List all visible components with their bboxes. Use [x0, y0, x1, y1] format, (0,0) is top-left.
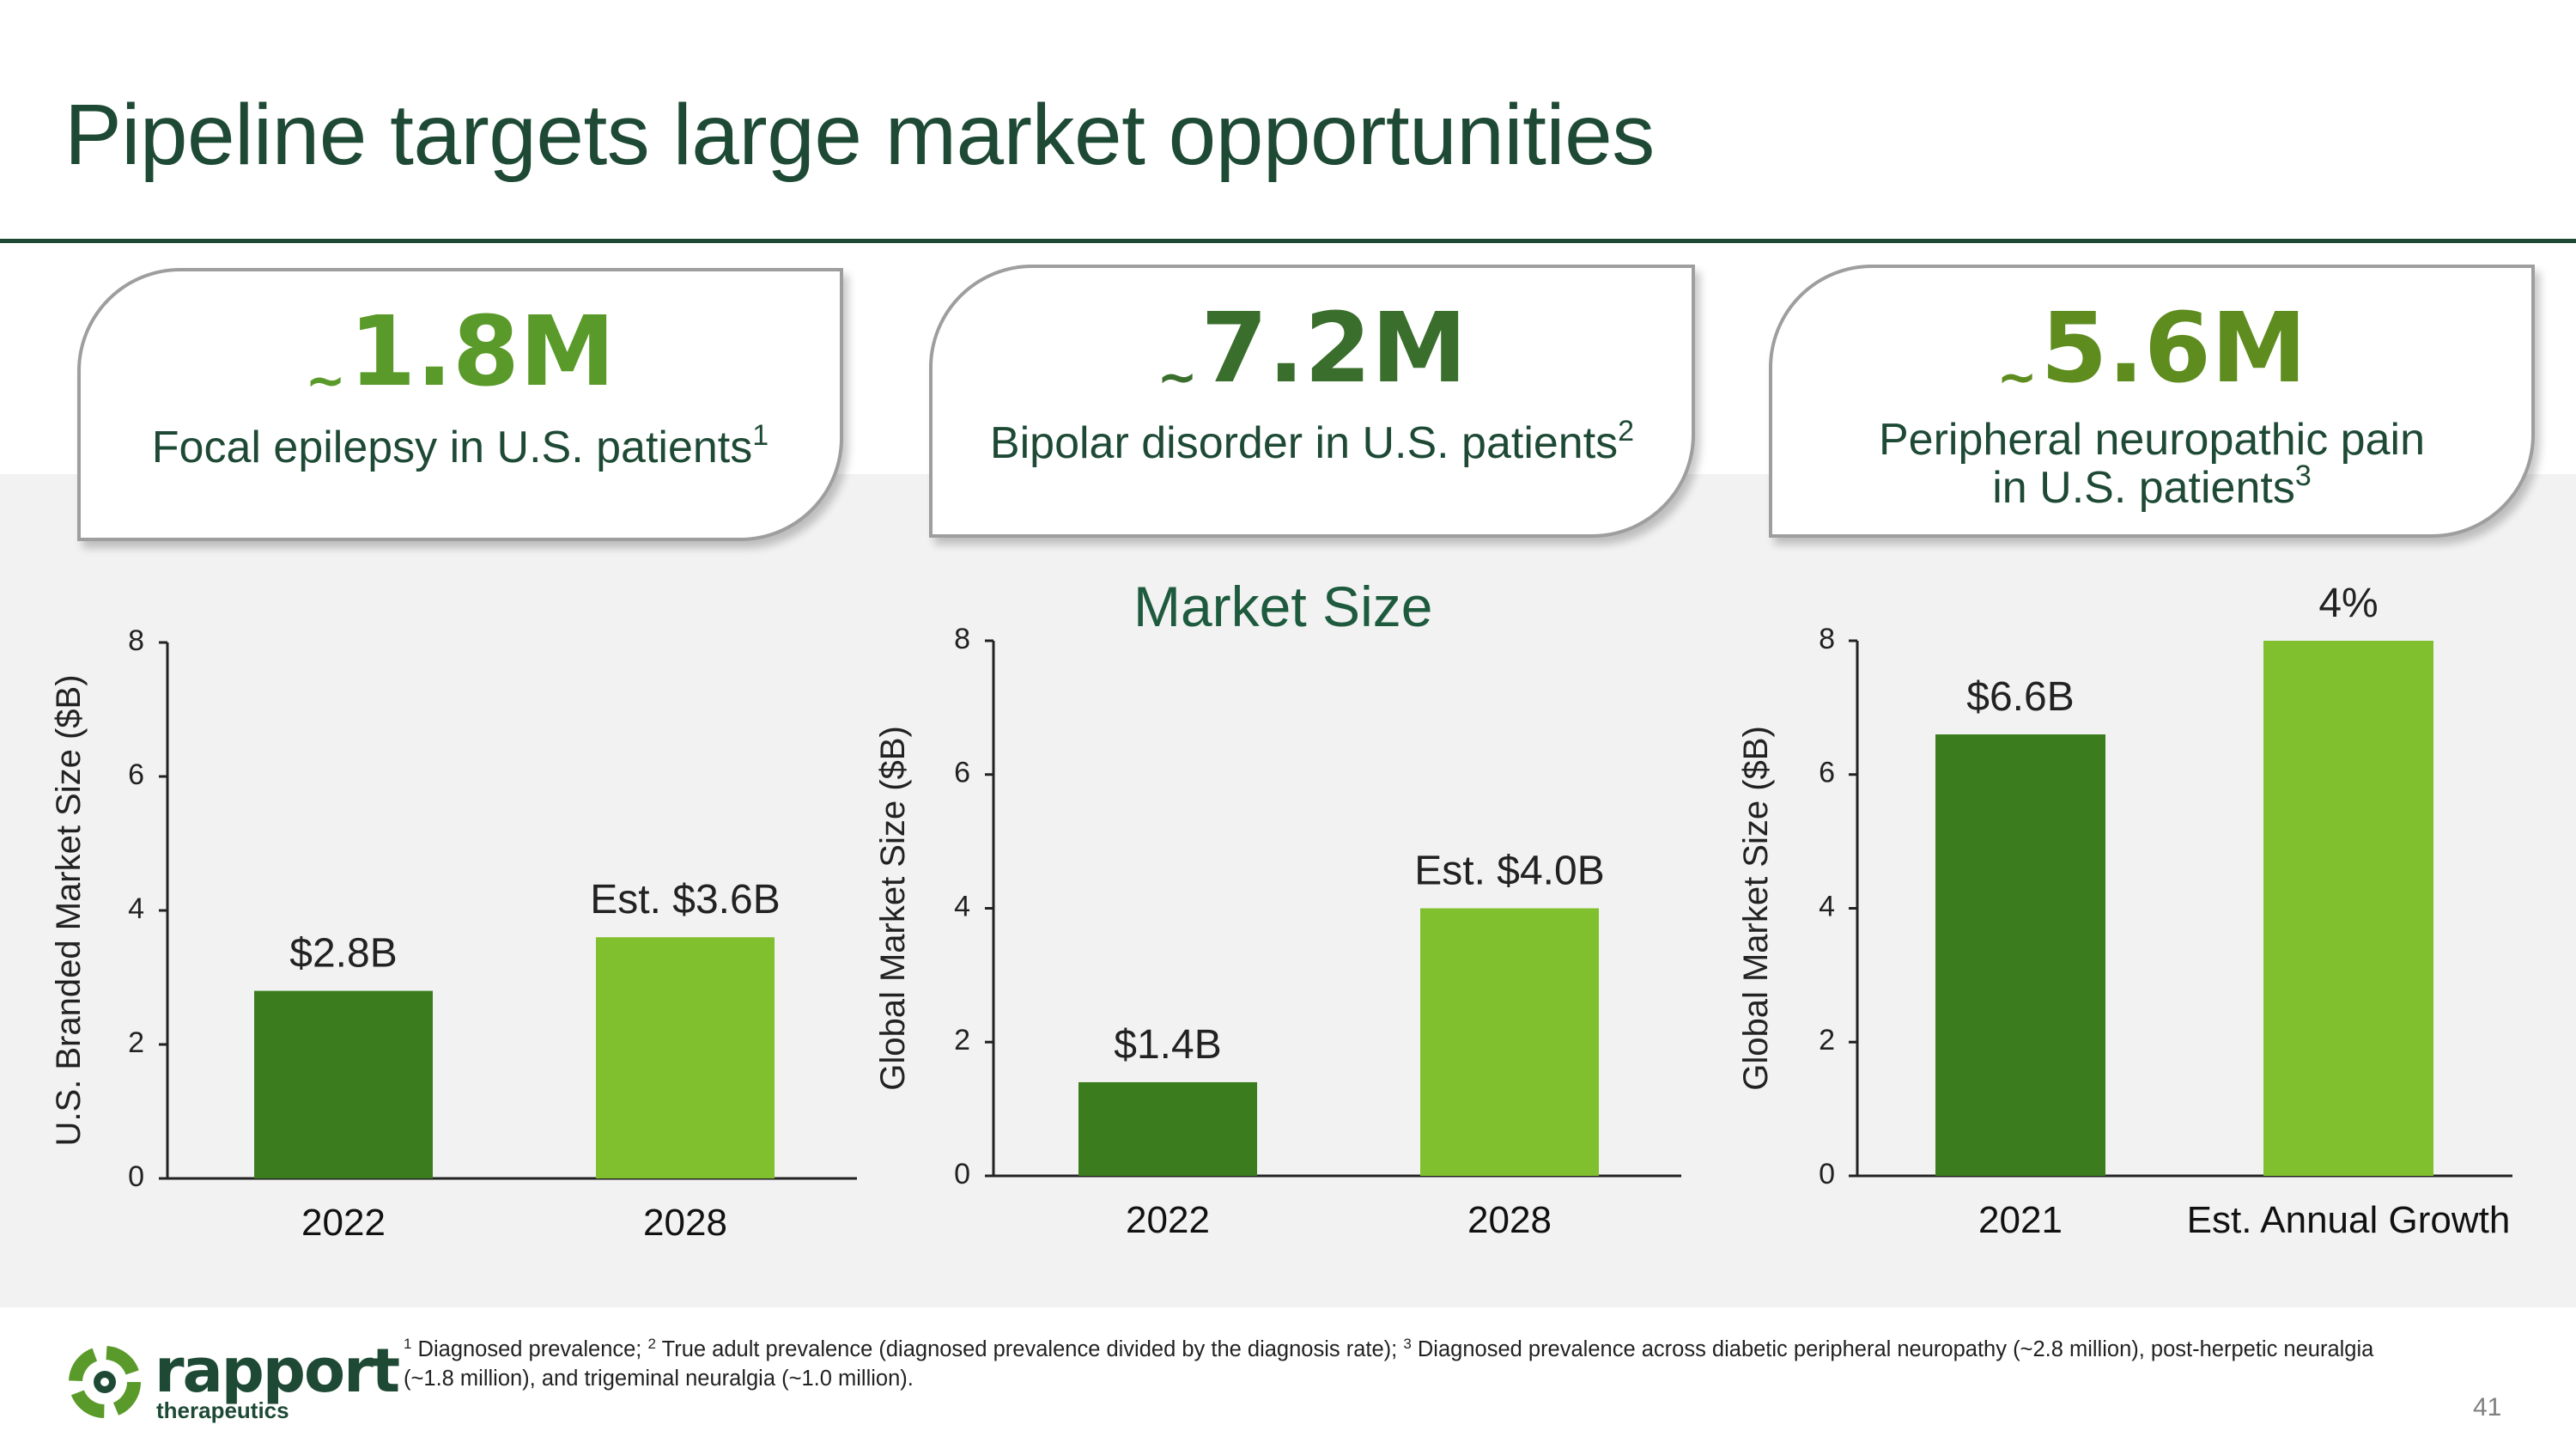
stat-card-neuropathic-pain: ~5.6M Peripheral neuropathic pain in U.S… — [1769, 265, 2535, 538]
x-category-label: 2022 — [301, 1202, 386, 1244]
data-label: Est. $3.6B — [590, 877, 780, 922]
approx-symbol: ~ — [1157, 350, 1198, 405]
approx-symbol: ~ — [305, 353, 346, 409]
stat-number: 1.8M — [349, 296, 616, 408]
stat-card-focal-epilepsy: ~1.8M Focal epilepsy in U.S. patients1 — [77, 268, 843, 541]
footnote-line1: 1 Diagnosed prevalence; 2 True adult pre… — [404, 1335, 2499, 1364]
stat-description: Focal epilepsy in U.S. patients1 — [81, 421, 840, 472]
footnote-marker: 3 — [1403, 1336, 1412, 1352]
y-axis-label: Global Market Size ($B) — [874, 726, 912, 1091]
stat-card-bipolar: ~7.2M Bipolar disorder in U.S. patients2 — [929, 265, 1695, 538]
company-logo: rapport therapeutics — [62, 1336, 400, 1430]
stat-description-line1: Peripheral neuropathic pain — [1879, 415, 2425, 465]
approx-symbol: ~ — [1996, 350, 2038, 405]
stat-value: ~1.8M — [81, 304, 840, 405]
stat-description-text: Focal epilepsy in U.S. patients — [151, 423, 753, 472]
footnote-ref: 2 — [1618, 415, 1635, 447]
page-number: 41 — [2473, 1393, 2502, 1422]
footnote-marker: 2 — [647, 1336, 656, 1352]
market-size-title: Market Size — [1133, 575, 1433, 638]
stat-number: 7.2M — [1200, 293, 1467, 405]
stat-description: Bipolar disorder in U.S. patients2 — [933, 417, 1692, 468]
bar-2022 — [254, 990, 433, 1178]
stat-value: ~5.6M — [1772, 301, 2531, 402]
y-axis-label: U.S. Branded Market Size ($B) — [50, 674, 88, 1146]
x-category-label: 2028 — [1467, 1199, 1552, 1241]
y-tick-label: 6 — [1819, 757, 1835, 789]
bar-2021 — [1935, 734, 2105, 1176]
stat-description-line2: in U.S. patients3 — [1772, 461, 2531, 513]
y-tick-label: 4 — [954, 890, 970, 922]
rapport-logo-icon — [69, 1346, 141, 1418]
stat-value: ~7.2M — [933, 301, 1692, 402]
stat-description: Peripheral neuropathic pain in U.S. pati… — [1772, 416, 2531, 512]
y-tick-label: 4 — [1819, 890, 1835, 922]
y-tick-label: 0 — [954, 1158, 970, 1190]
footnote-text: Diagnosed prevalence; — [411, 1337, 648, 1361]
bar-2028 — [1420, 908, 1599, 1176]
footnote-marker: 1 — [404, 1336, 412, 1352]
footnote-ref: 1 — [752, 419, 769, 452]
footnote-line2: (~1.8 million), and trigeminal neuralgia… — [404, 1367, 914, 1391]
data-label: $6.6B — [1966, 674, 2074, 720]
y-tick-label: 8 — [954, 623, 970, 655]
footnote-text: Diagnosed prevalence across diabetic per… — [1411, 1337, 2374, 1361]
y-tick-label: 0 — [128, 1160, 144, 1193]
stat-number: 5.6M — [2040, 293, 2307, 405]
footnote-ref: 3 — [2294, 460, 2312, 492]
page-title: Pipeline targets large market opportunit… — [64, 87, 1655, 183]
x-category-label: 2028 — [643, 1202, 727, 1244]
stat-description-text: Bipolar disorder in U.S. patients — [989, 418, 1619, 468]
bar-2022 — [1078, 1081, 1257, 1176]
x-category-label: Est. Annual Growth — [2187, 1199, 2511, 1241]
y-tick-label: 6 — [954, 757, 970, 789]
logo-wordmark: rapport — [155, 1336, 400, 1406]
bar-est-annual-growth — [2263, 641, 2433, 1176]
stat-description-line2-text: in U.S. patients — [1992, 463, 2295, 513]
bar-2028 — [596, 937, 775, 1178]
y-axis-label: Global Market Size ($B) — [1737, 726, 1775, 1091]
x-category-label: 2021 — [1978, 1199, 2063, 1241]
logo-subtitle: therapeutics — [156, 1397, 289, 1423]
y-tick-label: 8 — [1819, 623, 1835, 655]
data-label: $1.4B — [1114, 1022, 1221, 1068]
data-label: 4% — [2318, 581, 2378, 626]
y-tick-label: 8 — [128, 624, 144, 657]
y-tick-label: 2 — [1819, 1024, 1835, 1056]
y-tick-label: 4 — [128, 892, 144, 925]
y-tick-label: 2 — [128, 1026, 144, 1059]
data-label: Est. $4.0B — [1414, 849, 1604, 894]
footnote: 1 Diagnosed prevalence; 2 True adult pre… — [404, 1335, 2499, 1393]
x-category-label: 2022 — [1126, 1199, 1210, 1241]
y-tick-label: 0 — [1819, 1158, 1835, 1190]
title-divider — [0, 239, 2576, 243]
y-tick-label: 2 — [954, 1024, 970, 1056]
footnote-text: True adult prevalence (diagnosed prevale… — [655, 1337, 1404, 1361]
y-tick-label: 6 — [128, 758, 144, 791]
data-label: $2.8B — [289, 931, 397, 977]
